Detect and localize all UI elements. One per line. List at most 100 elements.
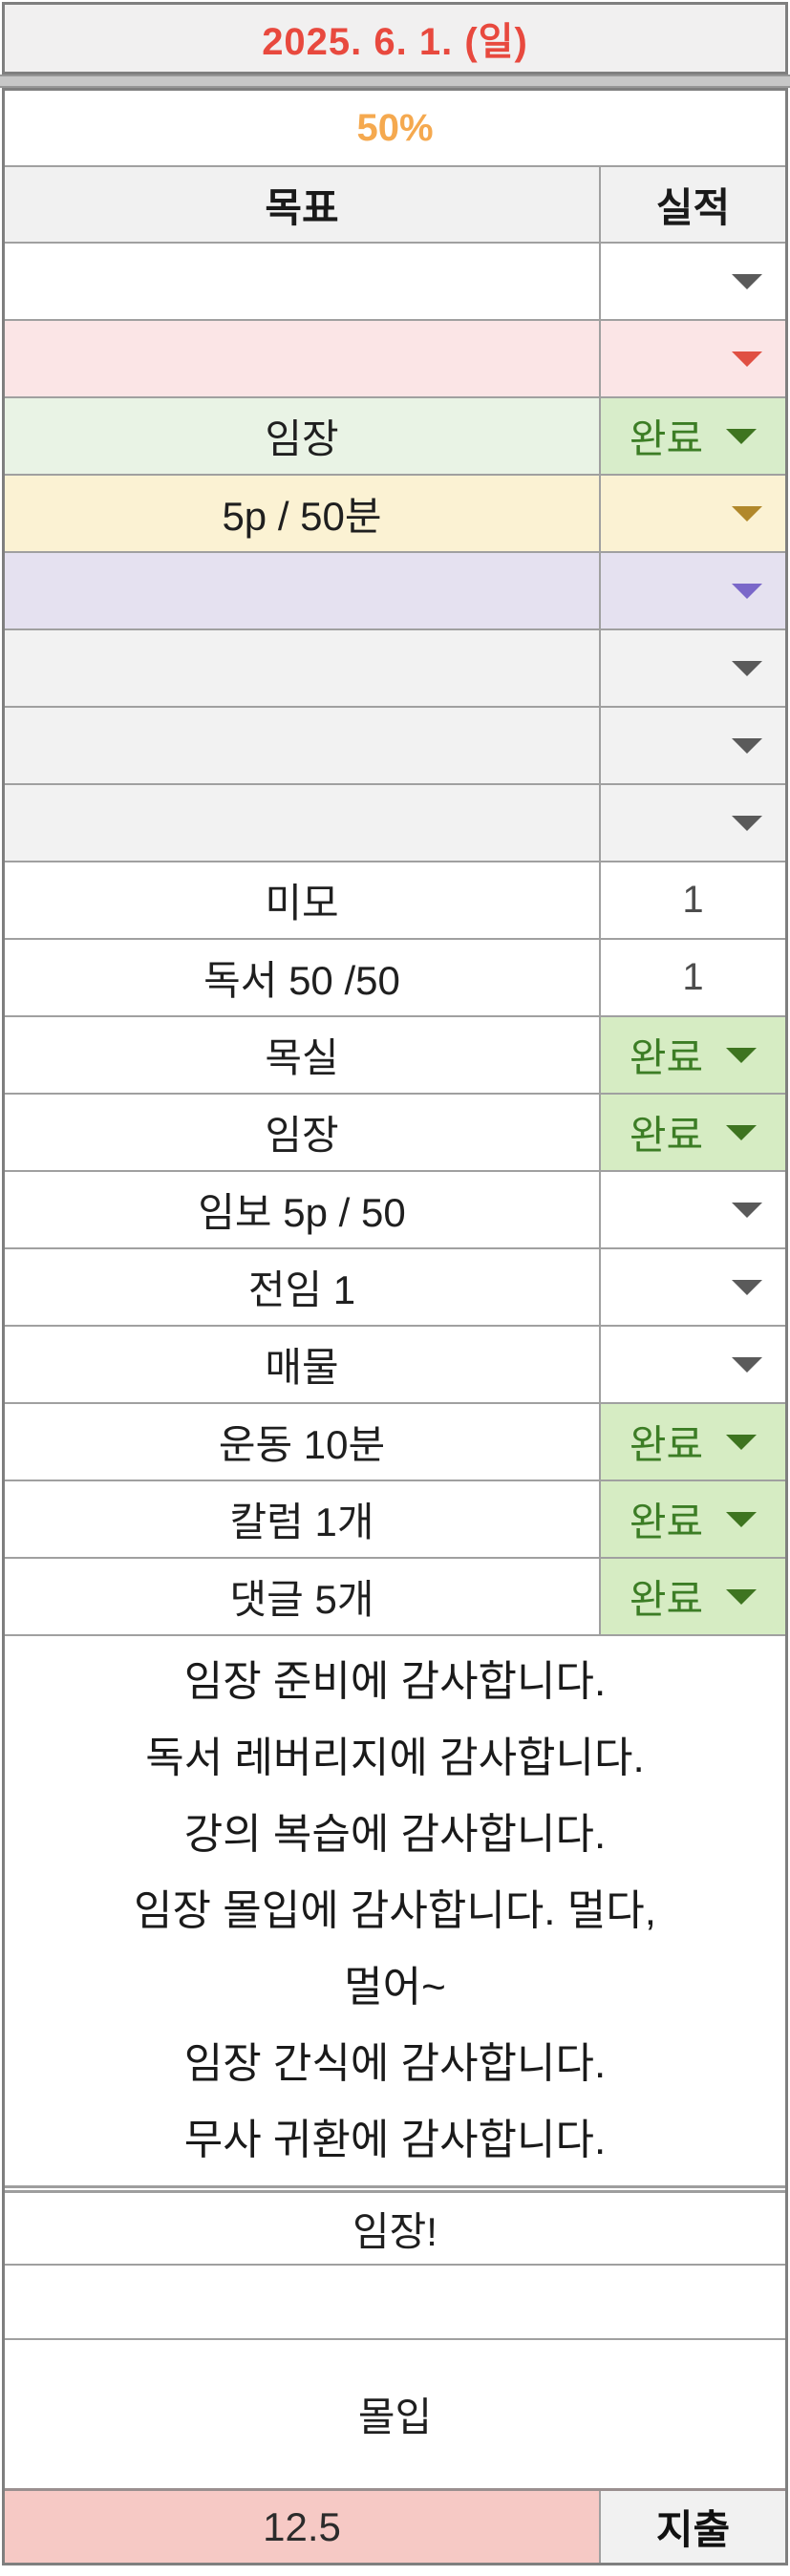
result-value: 1: [682, 956, 704, 998]
goal-header-label: 목표: [265, 184, 339, 230]
result-cell[interactable]: [599, 244, 785, 319]
goal-cell[interactable]: 5p / 50분: [5, 476, 599, 551]
dropdown-arrow-icon[interactable]: [732, 1356, 762, 1373]
table-row: 칼럼 1개 완료: [5, 1480, 785, 1557]
dropdown-arrow-icon[interactable]: [732, 1279, 762, 1295]
result-cell[interactable]: 완료: [599, 398, 785, 474]
result-cell[interactable]: 1: [599, 940, 785, 1015]
done-status: 완료: [601, 407, 785, 465]
table-row: 운동 10분 완료: [5, 1402, 785, 1480]
goal-text: 임장: [265, 1113, 339, 1158]
gratitude-line: 멀어~: [344, 1963, 446, 2011]
dropdown-arrow-icon[interactable]: [732, 1202, 762, 1218]
dropdown-arrow-icon[interactable]: [726, 1511, 758, 1527]
goal-cell[interactable]: [5, 244, 599, 319]
goal-text: 운동 10분: [218, 1422, 386, 1467]
empty-row[interactable]: [5, 2264, 785, 2338]
goal-table: 50% 목표 실적 임장 완료 5p / 50분 미모 1 독서 50 /50 1 목실 완료 임…: [2, 88, 788, 2565]
visit-label: 임장!: [352, 2208, 438, 2254]
gratitude-notes-cell[interactable]: 임장 준비에 감사합니다. 독서 레버리지에 감사합니다. 강의 복습에 감사합니다…: [5, 1634, 785, 2185]
result-cell[interactable]: [599, 1327, 785, 1402]
goal-cell[interactable]: 목실: [5, 1017, 599, 1093]
table-row: [5, 319, 785, 396]
result-cell[interactable]: 완료: [599, 1095, 785, 1170]
result-cell[interactable]: 완료: [599, 1481, 785, 1557]
goal-column-header[interactable]: 목표: [5, 167, 599, 242]
goal-cell[interactable]: 운동 10분: [5, 1404, 599, 1480]
visit-row[interactable]: 임장!: [5, 2185, 785, 2264]
gratitude-line: 임장 몰입에 감사합니다. 멀다,: [134, 1886, 656, 1934]
dropdown-arrow-icon[interactable]: [726, 428, 758, 444]
dropdown-arrow-icon[interactable]: [732, 505, 762, 522]
table-header-row: 목표 실적: [5, 165, 785, 242]
result-cell[interactable]: [599, 630, 785, 706]
expense-summary-row: 12.5 지출: [5, 2488, 785, 2563]
table-row: [5, 628, 785, 706]
dropdown-arrow-icon[interactable]: [732, 815, 762, 831]
result-cell[interactable]: [599, 785, 785, 861]
goal-cell[interactable]: 임장: [5, 1095, 599, 1170]
expense-label: 지출: [655, 2507, 731, 2552]
goal-cell[interactable]: [5, 630, 599, 706]
table-row: 임보 5p / 50: [5, 1170, 785, 1247]
result-value: 1: [682, 879, 704, 921]
dropdown-arrow-icon[interactable]: [732, 583, 762, 599]
goal-cell[interactable]: 임장: [5, 398, 599, 474]
result-cell[interactable]: [599, 1172, 785, 1247]
result-cell[interactable]: [599, 476, 785, 551]
result-header-label: 실적: [655, 184, 731, 230]
done-label: 완료: [629, 1035, 704, 1080]
progress-row: 50%: [5, 91, 785, 165]
goal-text: 임장: [265, 416, 339, 461]
expense-label-cell[interactable]: 지출: [599, 2491, 785, 2563]
result-cell[interactable]: 완료: [599, 1017, 785, 1093]
progress-percent-cell[interactable]: 50%: [5, 91, 785, 165]
goal-cell[interactable]: 댓글 5개: [5, 1559, 599, 1634]
result-cell[interactable]: 1: [599, 862, 785, 938]
goal-cell[interactable]: [5, 708, 599, 783]
goal-cell[interactable]: 칼럼 1개: [5, 1481, 599, 1557]
gratitude-line: 임장 간식에 감사합니다.: [183, 2039, 607, 2087]
goal-cell[interactable]: 매물: [5, 1327, 599, 1402]
gratitude-line: 독서 레버리지에 감사합니다.: [145, 1734, 645, 1781]
goal-text: 칼럼 1개: [229, 1500, 374, 1544]
table-row: [5, 783, 785, 861]
dropdown-arrow-icon[interactable]: [732, 351, 762, 367]
dropdown-arrow-icon[interactable]: [732, 737, 762, 754]
done-status: 완료: [601, 1103, 785, 1161]
dropdown-arrow-icon[interactable]: [726, 1434, 758, 1450]
dropdown-arrow-icon[interactable]: [726, 1588, 758, 1605]
goal-cell[interactable]: 임보 5p / 50: [5, 1172, 599, 1247]
result-cell[interactable]: [599, 553, 785, 628]
done-status: 완료: [601, 1567, 785, 1626]
goal-cell[interactable]: 전임 1: [5, 1249, 599, 1325]
section-divider: [0, 75, 790, 88]
result-cell[interactable]: 완료: [599, 1404, 785, 1480]
goal-cell[interactable]: [5, 321, 599, 396]
dropdown-arrow-icon[interactable]: [726, 1047, 758, 1063]
dropdown-arrow-icon[interactable]: [726, 1124, 758, 1140]
goal-cell[interactable]: [5, 553, 599, 628]
result-cell[interactable]: 완료: [599, 1559, 785, 1634]
expense-value-cell[interactable]: 12.5: [5, 2491, 599, 2563]
table-row: [5, 706, 785, 783]
result-cell[interactable]: [599, 1249, 785, 1325]
goal-cell[interactable]: [5, 785, 599, 861]
result-cell[interactable]: [599, 708, 785, 783]
result-cell[interactable]: [599, 321, 785, 396]
goal-cell[interactable]: 미모: [5, 862, 599, 938]
progress-percent: 50%: [356, 106, 434, 149]
table-row: 임장 완료: [5, 396, 785, 474]
focus-row[interactable]: 몰입: [5, 2338, 785, 2488]
done-label: 완료: [629, 1422, 704, 1467]
expense-value: 12.5: [263, 2503, 341, 2549]
gratitude-line: 임장 준비에 감사합니다.: [183, 1657, 607, 1705]
result-column-header[interactable]: 실적: [599, 167, 785, 242]
table-row: [5, 551, 785, 628]
done-status: 완료: [601, 1490, 785, 1548]
dropdown-arrow-icon[interactable]: [732, 660, 762, 676]
goal-cell[interactable]: 독서 50 /50: [5, 940, 599, 1015]
date-header-cell[interactable]: 2025. 6. 1. (일): [2, 2, 788, 75]
dropdown-arrow-icon[interactable]: [732, 273, 762, 289]
